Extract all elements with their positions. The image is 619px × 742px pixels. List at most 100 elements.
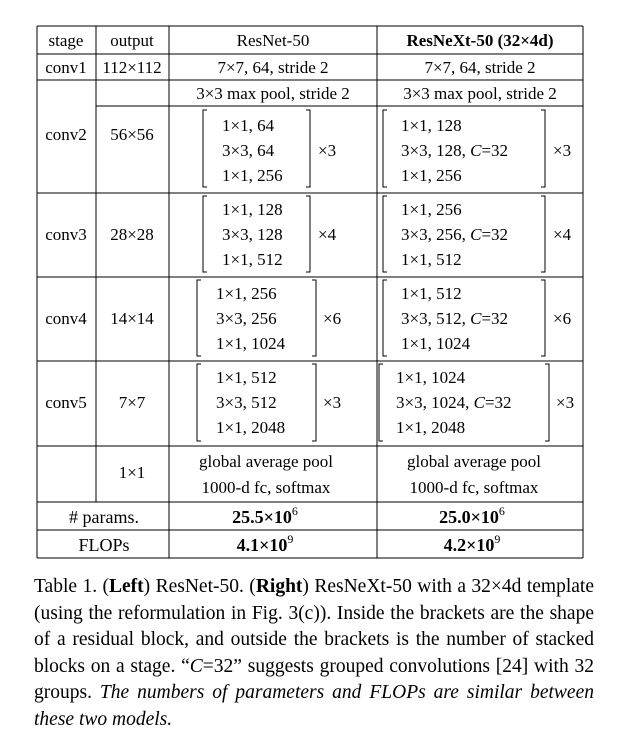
bracket-left (382, 279, 387, 357)
header-stage: stage (49, 31, 84, 50)
bracket-right (312, 363, 317, 442)
bracket-left (382, 109, 387, 188)
bracket-left (202, 195, 207, 273)
caption-mid1: ) ResNet-50. ( (143, 576, 256, 597)
caption-mid2: ) ResNeXt-50 with a 32×4d template (usin… (34, 576, 594, 677)
block-line: 3×3, 512, C=32 (401, 309, 508, 328)
conv4-output: 14×14 (110, 309, 154, 328)
block-line: 1×1, 512 (401, 284, 462, 303)
conv4-resnet-block: 1×1, 256 3×3, 256 1×1, 1024 ×6 (196, 279, 341, 357)
conv2-stage: conv2 (45, 125, 87, 144)
flops-resnext-base: 4.2×10 (444, 535, 495, 555)
block-line: 1×1, 1024 (216, 334, 286, 353)
block-multiplier: ×6 (553, 309, 571, 328)
block-multiplier: ×4 (553, 225, 572, 244)
params-resnet: 25.5×106 (232, 504, 298, 527)
block-line: 3×3, 512 (216, 393, 277, 412)
block-line: 1×1, 128 (401, 116, 462, 135)
bracket-right (545, 363, 550, 442)
pool-resnext: 3×3 max pool, stride 2 (403, 84, 557, 103)
final-resnet-pool: global average pool (199, 452, 333, 471)
block-line: 1×1, 512 (222, 250, 283, 269)
block-multiplier: ×3 (323, 393, 341, 412)
caption-c-var: C (189, 655, 203, 677)
final-output: 1×1 (119, 463, 146, 482)
conv2-resnext-block: 1×1, 128 3×3, 128, C=32 1×1, 256 ×3 (382, 109, 571, 188)
conv4-stage: conv4 (45, 309, 87, 328)
bracket-left (382, 195, 387, 273)
params-resnext: 25.0×106 (439, 504, 505, 527)
block-line: 3×3, 128 (222, 225, 283, 244)
block-line: 1×1, 2048 (216, 418, 285, 437)
final-resnet-fc: 1000-d fc, softmax (202, 478, 331, 497)
params-resnext-exp: 6 (499, 504, 505, 518)
block-multiplier: ×3 (553, 141, 571, 160)
conv5-stage: conv5 (45, 393, 87, 412)
bracket-right (306, 109, 311, 188)
block-multiplier: ×4 (318, 225, 337, 244)
conv1-stage: conv1 (45, 58, 87, 77)
conv1-resnext: 7×7, 64, stride 2 (424, 58, 535, 77)
flops-label: FLOPs (78, 535, 129, 555)
block-line: 1×1, 2048 (396, 418, 465, 437)
params-resnet-base: 25.5×10 (232, 507, 292, 527)
block-line: 3×3, 128, C=32 (401, 141, 508, 160)
conv3-stage: conv3 (45, 225, 87, 244)
header-resnet: ResNet-50 (237, 31, 310, 50)
conv1-resnet: 7×7, 64, stride 2 (217, 58, 328, 77)
table-rules (36, 25, 584, 559)
caption-mid3: =32” suggests grouped convolutions [24] … (34, 655, 594, 704)
flops-resnet: 4.1×109 (237, 532, 294, 555)
flops-resnet-base: 4.1×10 (237, 535, 288, 555)
block-line: 3×3, 1024, C=32 (396, 393, 512, 412)
block-line: 3×3, 64 (222, 141, 275, 160)
final-resnext-pool: global average pool (407, 452, 541, 471)
caption-prefix: Table 1. ( (34, 576, 110, 597)
block-line: 1×1, 512 (401, 250, 462, 269)
bracket-right (541, 279, 546, 357)
block-line: 1×1, 256 (401, 166, 462, 185)
pool-resnet: 3×3 max pool, stride 2 (196, 84, 350, 103)
architecture-table: stage output ResNet-50 ResNeXt-50 (32×4d… (36, 25, 584, 559)
block-line: 3×3, 256 (216, 309, 277, 328)
bracket-left (196, 363, 201, 442)
block-line: 1×1, 64 (222, 116, 275, 135)
params-resnext-base: 25.0×10 (439, 507, 499, 527)
conv3-resnet-block: 1×1, 128 3×3, 128 1×1, 512 ×4 (202, 195, 337, 273)
table-caption: Table 1. (Left) ResNet-50. (Right) ResNe… (34, 574, 594, 733)
bracket-right (312, 279, 317, 357)
conv3-resnext-block: 1×1, 256 3×3, 256, C=32 1×1, 512 ×4 (382, 195, 572, 273)
bracket-right (541, 195, 546, 273)
conv5-resnext-block: 1×1, 1024 3×3, 1024, C=32 1×1, 2048 ×3 (378, 363, 574, 442)
bracket-left (202, 109, 207, 188)
block-multiplier: ×3 (318, 141, 336, 160)
conv4-resnext-block: 1×1, 512 3×3, 512, C=32 1×1, 1024 ×6 (382, 279, 571, 357)
bracket-right (541, 109, 546, 188)
block-multiplier: ×3 (556, 393, 574, 412)
block-line: 1×1, 1024 (401, 334, 471, 353)
conv3-output: 28×28 (110, 225, 154, 244)
block-line: 1×1, 256 (222, 166, 283, 185)
block-line: 1×1, 512 (216, 368, 277, 387)
header-output: output (110, 31, 154, 50)
final-resnext-fc: 1000-d fc, softmax (410, 478, 539, 497)
bracket-left (196, 279, 201, 357)
params-resnet-exp: 6 (292, 504, 298, 518)
header-resnext: ResNeXt-50 (32×4d) (406, 31, 553, 50)
block-line: 1×1, 256 (216, 284, 277, 303)
conv2-resnet-block: 1×1, 64 3×3, 64 1×1, 256 ×3 (202, 109, 336, 188)
flops-resnext: 4.2×109 (444, 532, 501, 555)
block-line: 1×1, 256 (401, 200, 462, 219)
flops-resnet-exp: 9 (287, 532, 293, 546)
caption-right: Right (255, 576, 303, 597)
bracket-left (378, 363, 383, 442)
block-line: 1×1, 128 (222, 200, 283, 219)
flops-resnext-exp: 9 (494, 532, 500, 546)
bracket-right (306, 195, 311, 273)
conv5-output: 7×7 (119, 393, 146, 412)
conv2-output: 56×56 (110, 125, 154, 144)
block-multiplier: ×6 (323, 309, 341, 328)
block-line: 1×1, 1024 (396, 368, 466, 387)
params-label: # params. (69, 507, 139, 527)
conv5-resnet-block: 1×1, 512 3×3, 512 1×1, 2048 ×3 (196, 363, 341, 442)
